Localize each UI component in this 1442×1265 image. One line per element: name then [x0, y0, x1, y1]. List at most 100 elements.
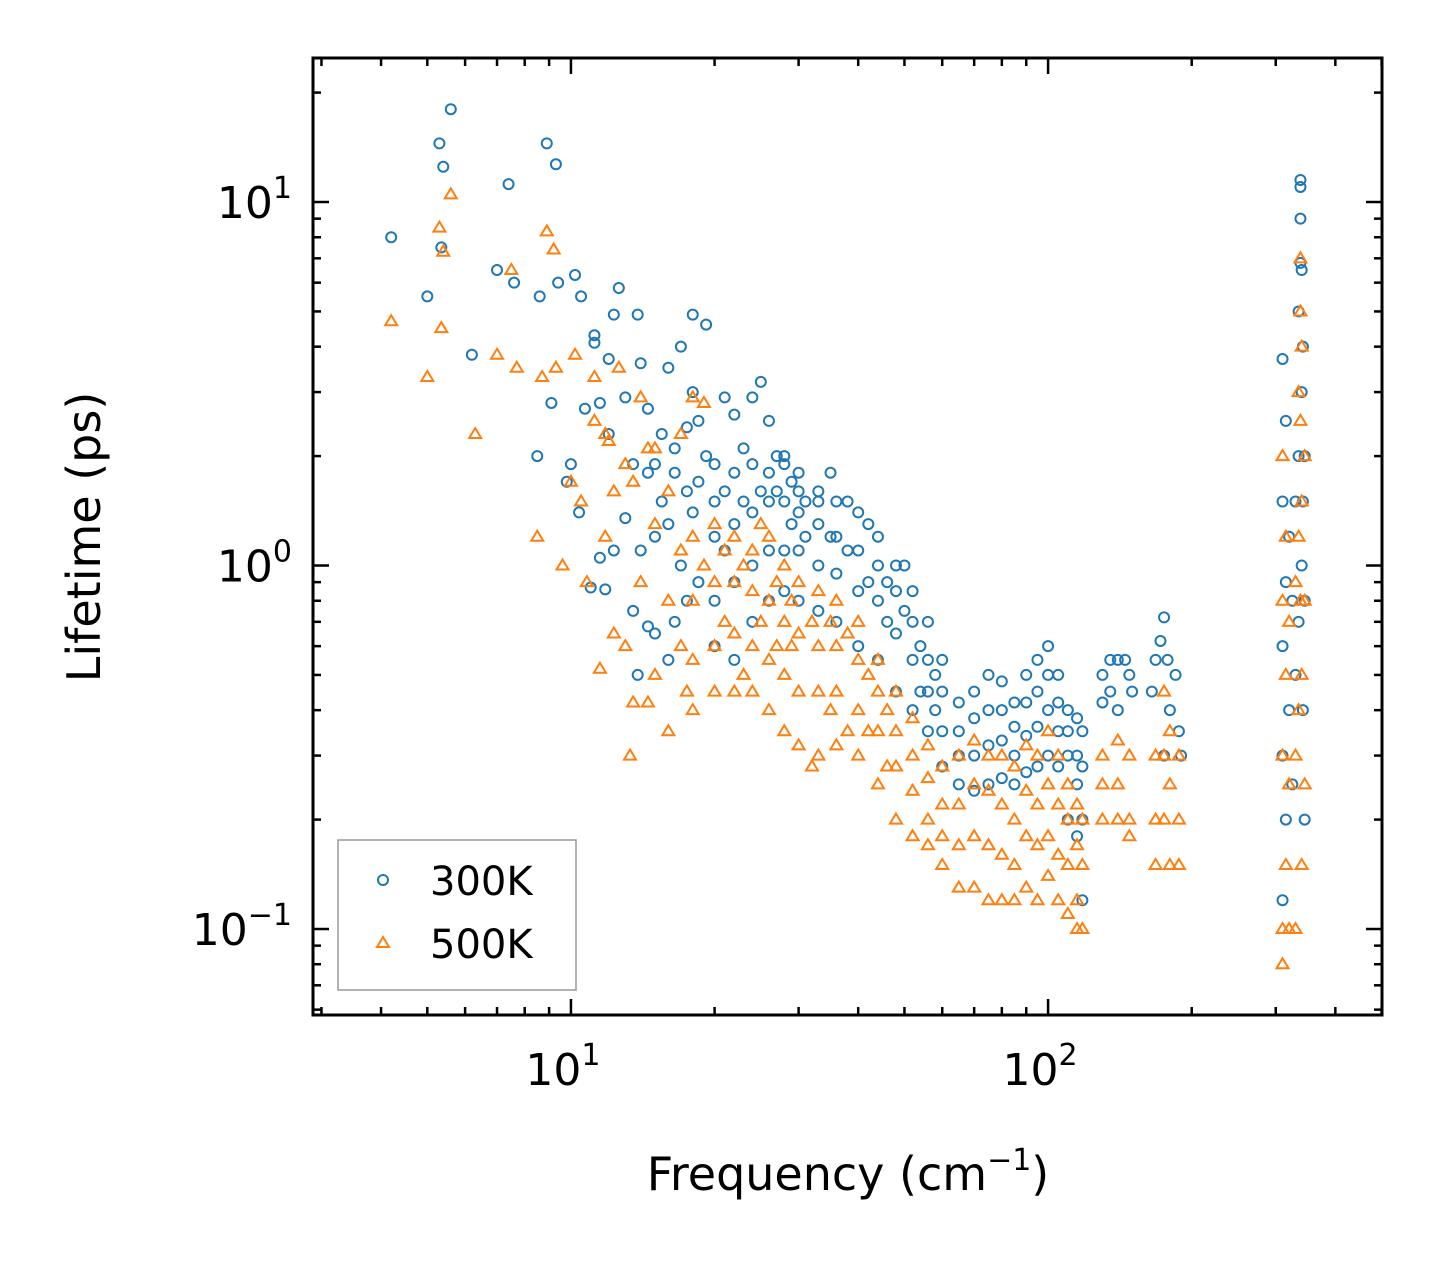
data-point-500K — [888, 723, 904, 737]
y-tick-label: 10−1 — [192, 898, 292, 956]
data-point-300K — [852, 506, 865, 519]
data-point-300K — [995, 704, 1008, 717]
data-point-500K — [1074, 921, 1091, 935]
data-point-500K — [625, 473, 641, 487]
data-point-300K — [906, 585, 919, 598]
axis-ticks: 101 102 10−1 100 101 — [192, 58, 1383, 1096]
data-point-500K — [790, 683, 807, 697]
data-point-500K — [761, 592, 777, 606]
data-point-300K — [746, 506, 759, 519]
data-point-500K — [1156, 811, 1172, 825]
data-point-500K — [822, 702, 839, 716]
data-point-500K — [1094, 747, 1111, 761]
data-point-500K — [1292, 412, 1309, 426]
data-point-500K — [980, 892, 997, 906]
data-point-500K — [920, 837, 936, 851]
data-point-500K — [934, 796, 950, 810]
data-point-300K — [1042, 668, 1055, 681]
data-point-300K — [708, 530, 721, 543]
data-point-500K — [1040, 867, 1056, 881]
data-point-500K — [735, 666, 752, 680]
data-point-500K — [1110, 811, 1126, 825]
data-point-500K — [1060, 776, 1076, 790]
data-point-300K — [634, 357, 647, 370]
data-point-500K — [1274, 956, 1291, 970]
data-point-500K — [790, 574, 807, 588]
data-point-300K — [830, 495, 843, 508]
data-point-500K — [1290, 702, 1307, 716]
data-point-500K — [647, 516, 663, 530]
data-point-300K — [421, 290, 434, 303]
data-point-300K — [1052, 696, 1065, 709]
data-point-500K — [660, 483, 677, 497]
data-point-300K — [531, 450, 544, 463]
data-point-500K — [994, 747, 1010, 761]
data-point-300K — [1096, 668, 1109, 681]
data-point-300K — [921, 685, 934, 698]
data-point-300K — [889, 559, 902, 572]
data-point-300K — [1161, 653, 1174, 666]
data-point-500K — [696, 557, 712, 571]
data-point-500K — [1029, 796, 1046, 810]
data-point-500K — [706, 638, 723, 652]
data-point-500K — [1162, 857, 1178, 870]
data-point-500K — [828, 737, 845, 751]
data-point-300K — [1042, 749, 1055, 762]
data-point-500K — [1060, 857, 1076, 870]
data-point-300K — [906, 704, 919, 717]
data-point-500K — [1274, 747, 1291, 761]
data-point-500K — [716, 613, 733, 627]
data-point-300K — [700, 450, 713, 463]
data-point-500K — [706, 683, 723, 697]
data-point-300K — [762, 466, 775, 479]
data-point-500K — [1156, 683, 1172, 697]
data-point-500K — [706, 516, 723, 530]
data-point-500K — [1278, 857, 1294, 870]
legend-label-500k: 500K — [430, 922, 534, 968]
series-500k-points — [383, 186, 1313, 970]
data-point-500K — [592, 660, 608, 674]
data-point-500K — [1074, 811, 1091, 825]
data-point-300K — [641, 466, 654, 479]
data-point-500K — [534, 369, 550, 383]
data-point-300K — [1279, 414, 1292, 427]
data-point-300K — [852, 544, 865, 557]
data-point-500K — [1274, 592, 1291, 606]
data-point-300K — [952, 725, 965, 738]
data-point-500K — [1292, 303, 1309, 317]
data-point-300K — [433, 137, 446, 150]
data-point-500K — [1293, 666, 1310, 680]
data-point-500K — [586, 412, 603, 426]
data-point-500K — [980, 747, 997, 761]
data-point-300K — [662, 518, 675, 531]
data-point-500K — [617, 638, 634, 652]
data-point-500K — [467, 426, 483, 440]
data-point-500K — [994, 892, 1010, 906]
data-point-300K — [995, 675, 1008, 688]
data-point-500K — [904, 782, 921, 796]
data-point-500K — [1281, 613, 1297, 627]
data-point-500K — [1040, 723, 1056, 737]
data-point-300K — [812, 518, 825, 531]
data-point-300K — [619, 512, 632, 525]
data-point-500K — [951, 747, 967, 761]
data-point-500K — [860, 666, 877, 680]
data-point-500K — [647, 666, 663, 680]
data-point-500K — [647, 440, 663, 454]
data-point-500K — [1110, 732, 1126, 746]
data-point-500K — [888, 811, 904, 825]
data-point-300K — [1071, 712, 1084, 725]
data-point-300K — [898, 604, 911, 617]
data-point-300K — [852, 585, 865, 598]
legend-box — [337, 839, 577, 991]
data-point-300K — [1294, 180, 1307, 193]
data-point-500K — [904, 747, 921, 761]
data-point-300K — [778, 495, 791, 508]
data-point-500K — [1290, 528, 1307, 542]
data-point-300K — [889, 627, 902, 640]
data-point-500K — [828, 592, 845, 606]
data-point-500K — [567, 346, 583, 360]
data-point-300K — [680, 485, 693, 498]
y-tick-label: 100 — [217, 535, 292, 593]
data-point-500K — [1147, 747, 1164, 761]
